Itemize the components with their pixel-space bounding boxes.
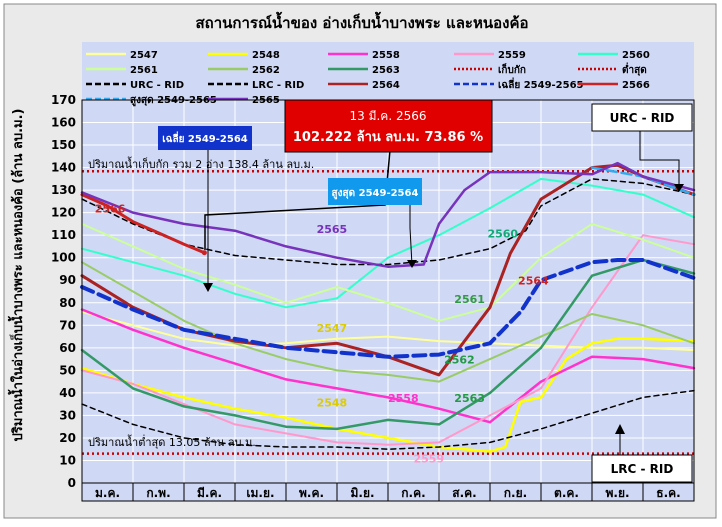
y-axis-label: ปริมาณน้ำในอ่างเก็บน้ำบางพระ และหนองค้อ … — [7, 109, 26, 442]
lrc-callout: LRC - RID — [591, 424, 693, 483]
current-date-label: 13 มี.ค. 2566 — [349, 109, 426, 123]
y-tick-label: 130 — [51, 183, 76, 197]
series-line-2559 — [81, 234, 695, 446]
y-tick-label: 10 — [59, 453, 76, 467]
series-line-2547 — [81, 310, 695, 352]
series-label: 2563 — [454, 392, 485, 405]
y-tick-label: 150 — [51, 138, 76, 152]
legend: 2547 2548 2558 2559 2560 2561 2562 2563 เก็บกัก ต… — [86, 50, 650, 107]
series-line-2563 — [80, 258, 696, 431]
series-label: 2561 — [454, 293, 485, 306]
max-callout: สูงสุด 2549-2564 — [328, 178, 422, 268]
legend-label: 2566 — [622, 80, 650, 91]
legend-label: 2559 — [498, 50, 526, 61]
minimum-label: ปริมาณน้ำต่ำสุด 13.05 ล้าน ลบ.ม. — [88, 434, 256, 449]
series-label: 2558 — [388, 392, 419, 405]
legend-label: เฉลี่ย 2549-2565 — [498, 77, 584, 91]
month-tick-label: มี.ค. — [197, 486, 222, 500]
series-label: 2564 — [518, 275, 549, 288]
month-tick-label: ส.ค. — [452, 486, 476, 500]
series-line-2562 — [81, 261, 695, 383]
average-callout-label: เฉลี่ย 2549-2564 — [162, 131, 248, 145]
legend-label: 2548 — [252, 50, 280, 61]
y-tick-label: 100 — [51, 251, 76, 265]
legend-label: 2560 — [622, 50, 650, 61]
current-value-marker — [201, 250, 207, 256]
series-line-2566 — [80, 193, 206, 255]
series-line-2565 — [80, 161, 696, 268]
y-tick-label: 40 — [59, 386, 76, 400]
legend-label: 2558 — [372, 50, 400, 61]
legend-label: URC - RID — [130, 80, 184, 91]
month-tick-label: ม.ค. — [95, 486, 120, 500]
urc-callout-label: URC - RID — [610, 111, 675, 125]
series-label: 2559 — [414, 453, 445, 466]
urc-callout: URC - RID — [591, 103, 693, 192]
month-tick-label: มิ.ย. — [350, 486, 374, 500]
y-tick-label: 0 — [68, 476, 76, 490]
legend-label: 2563 — [372, 65, 400, 76]
series-label: 2548 — [317, 396, 348, 409]
max-callout-label: สูงสุด 2549-2564 — [332, 188, 419, 200]
legend-label: 2564 — [372, 80, 400, 91]
series-label-layer: 2566 2565 2560 2564 2561 2547 2562 2548 2558 2563… — [95, 203, 549, 466]
series-line-2558 — [80, 308, 696, 424]
lrc-callout-label: LRC - RID — [611, 462, 674, 476]
y-tick-label: 120 — [51, 206, 76, 220]
current-value-label: 102.222 ล้าน ลบ.ม. 73.86 % — [293, 129, 483, 145]
series-line-2560 — [81, 177, 695, 309]
series-line-2548 — [80, 337, 696, 453]
series-line-เฉลี่ย 2549-2565 — [80, 258, 696, 359]
legend-label: 2562 — [252, 65, 280, 76]
series-label: 2566 — [95, 203, 126, 216]
series-label: 2562 — [444, 354, 475, 367]
legend-label: สูงสุด 2549-2565 — [130, 95, 217, 107]
axis-layer: 0 10 20 30 40 50 60 70 80 90 100 110 120 130 140 150 160… — [51, 93, 695, 502]
series-label: 2547 — [317, 322, 348, 335]
legend-label: เก็บกัก — [498, 62, 526, 76]
series-line-LRC - RID — [81, 389, 695, 450]
y-tick-label: 80 — [59, 296, 76, 310]
average-callout: เฉลี่ย 2549-2564 — [158, 126, 252, 292]
month-tick-label: ต.ค. — [554, 486, 579, 500]
month-tick-label: ก.ย. — [504, 486, 527, 500]
month-tick-label: พ.ค. — [299, 486, 324, 500]
y-tick-label: 70 — [59, 318, 76, 332]
month-tick-label: ก.ค. — [401, 486, 425, 500]
legend-label: 2547 — [130, 50, 158, 61]
y-tick-label: 140 — [51, 161, 76, 175]
series-label: 2560 — [487, 227, 518, 240]
series-line-2561 — [81, 222, 695, 322]
legend-label: ต่ำสุด — [622, 62, 647, 76]
y-tick-label: 20 — [59, 431, 76, 445]
series-label: 2565 — [317, 223, 348, 236]
y-tick-label: 30 — [59, 408, 76, 422]
month-tick-label: เม.ย. — [246, 486, 274, 500]
month-tick-label: พ.ย. — [605, 486, 629, 500]
y-tick-label: 110 — [51, 228, 76, 242]
y-tick-label: 60 — [59, 341, 76, 355]
month-tick-label: ก.พ. — [146, 486, 170, 500]
legend-label: 2561 — [130, 65, 158, 76]
legend-label: LRC - RID — [252, 80, 304, 91]
current-value-callout: 13 มี.ค. 2566 102.222 ล้าน ลบ.ม. 73.86 % — [204, 99, 493, 250]
series-layer — [80, 161, 696, 455]
y-tick-label: 90 — [59, 273, 76, 287]
capacity-label: ปริมาณน้ำเก็บกัก รวม 2 อ่าง 138.4 ล้าน ล… — [88, 156, 314, 171]
chart-title: สถานการณ์น้ำของ อ่างเก็บน้ำบางพระ และหนอ… — [196, 11, 529, 32]
y-tick-label: 170 — [51, 93, 76, 107]
y-tick-label: 160 — [51, 116, 76, 130]
month-tick-label: ธ.ค. — [656, 486, 680, 500]
y-tick-label: 50 — [59, 363, 76, 377]
